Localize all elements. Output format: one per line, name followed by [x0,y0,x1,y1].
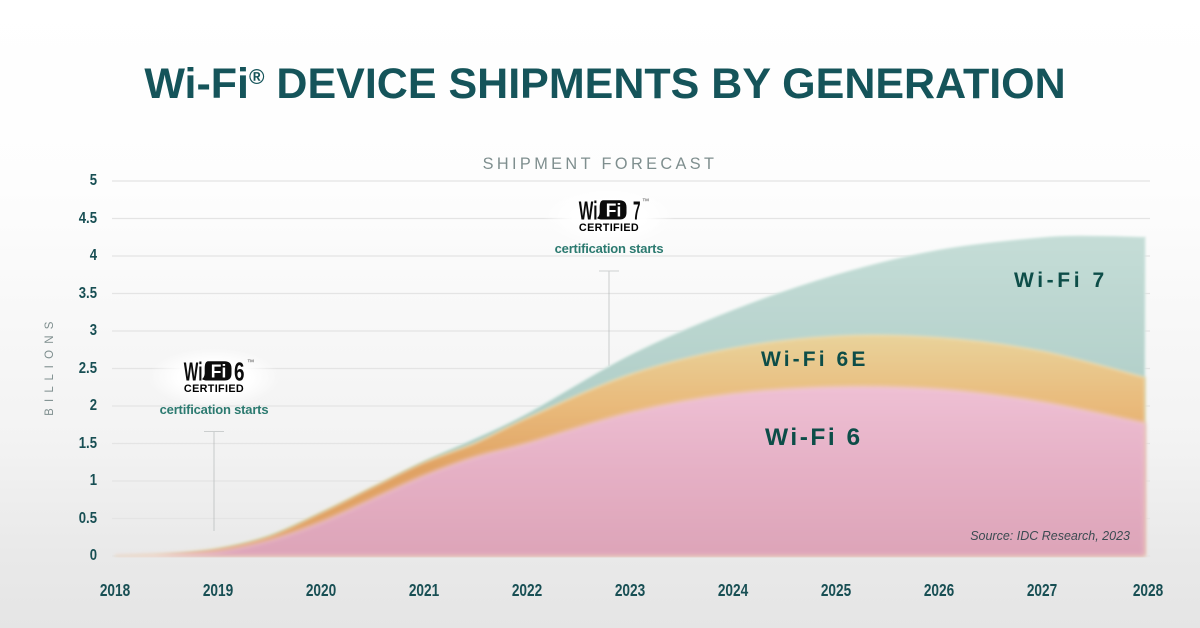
svg-text:™: ™ [642,197,650,206]
svg-text:Wi: Wi [579,198,598,221]
svg-text:Fi: Fi [211,360,227,381]
svg-text:Wi: Wi [184,359,203,382]
svg-text:7: 7 [633,198,641,221]
svg-text:Fi: Fi [606,199,622,220]
svg-text:6: 6 [234,359,245,382]
svg-text:™: ™ [247,358,255,367]
